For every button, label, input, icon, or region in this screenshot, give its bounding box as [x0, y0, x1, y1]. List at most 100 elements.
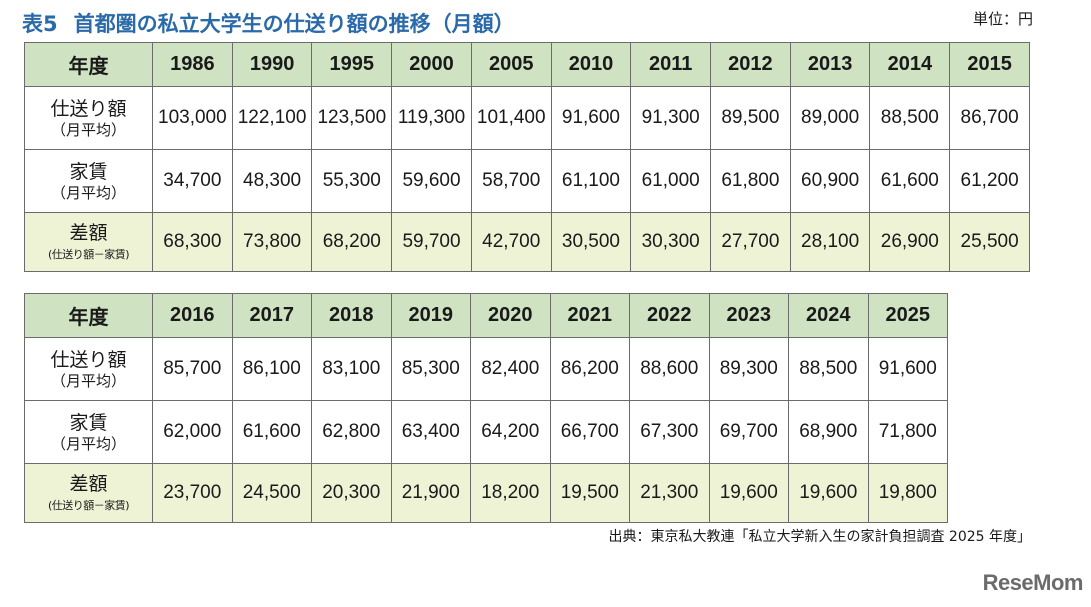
allowance-label: 仕送り額 （月平均）: [24, 86, 153, 150]
year-cell: 2011: [630, 42, 712, 87]
year-cell: 2020: [470, 293, 551, 338]
allowance-cell: 88,600: [629, 337, 710, 401]
allowance-cell: 86,100: [231, 337, 312, 401]
diff-cell: 27,700: [710, 212, 791, 272]
diff-cell: 26,900: [869, 212, 951, 272]
rent-cell: 71,800: [867, 400, 948, 464]
diff-cell: 18,200: [470, 463, 551, 523]
rent-cell: 61,800: [710, 149, 791, 213]
diff-cell: 19,600: [708, 463, 789, 523]
allowance-cell: 119,300: [391, 86, 472, 150]
year-cell: 2025: [867, 293, 948, 338]
rent-label-sub: （月平均）: [50, 434, 126, 453]
year-cell: 2012: [710, 42, 791, 87]
rent-label: 家賃 （月平均）: [24, 400, 153, 464]
year-cell: 2021: [549, 293, 630, 338]
year-header-row: 年度 2016 2017 2018 2019 2020 2021 2022 2023 2024 2…: [24, 293, 948, 338]
rent-cell: 61,100: [550, 149, 632, 213]
rent-cell: 62,000: [152, 400, 233, 464]
diff-cell: 19,600: [788, 463, 869, 523]
allowance-cell: 101,400: [470, 86, 552, 150]
diff-cell: 68,300: [152, 212, 233, 272]
title-text: 首都圏の私立大学生の仕送り額の推移（月額）: [73, 12, 515, 36]
rent-cell: 58,700: [470, 149, 552, 213]
diff-row: 差額 (仕送り額－家賃) 23,700 24,500 20,300 21,900 18,2…: [24, 463, 948, 523]
diff-cell: 20,300: [311, 463, 392, 523]
allowance-cell: 88,500: [788, 337, 869, 401]
allowance-label-sub: （月平均）: [50, 120, 126, 139]
rent-label-main: 家賃: [69, 411, 108, 434]
allowance-table-2: 年度 2016 2017 2018 2019 2020 2021 2022 2023 2024 2…: [24, 293, 948, 523]
rent-cell: 61,600: [231, 400, 312, 464]
diff-cell: 21,900: [390, 463, 471, 523]
diff-cell: 19,800: [867, 463, 948, 523]
table-number: 表5: [22, 12, 58, 36]
rent-cell: 67,300: [629, 400, 710, 464]
diff-cell: 23,700: [152, 463, 233, 523]
rent-cell: 61,200: [949, 149, 1030, 213]
diff-cell: 28,100: [789, 212, 871, 272]
rent-cell: 63,400: [390, 400, 471, 464]
year-label: 年度: [24, 42, 153, 87]
year-cell: 2005: [470, 42, 552, 87]
diff-cell: 19,500: [549, 463, 630, 523]
diff-label-main: 差額: [69, 472, 108, 495]
allowance-label-main: 仕送り額: [50, 97, 127, 120]
rent-label-main: 家賃: [69, 160, 108, 183]
rent-cell: 34,700: [152, 149, 233, 213]
rent-cell: 66,700: [549, 400, 630, 464]
diff-cell: 21,300: [629, 463, 710, 523]
allowance-cell: 83,100: [311, 337, 392, 401]
rent-cell: 69,700: [708, 400, 789, 464]
allowance-cell: 89,000: [789, 86, 871, 150]
allowance-cell: 89,300: [708, 337, 789, 401]
allowance-cell: 88,500: [869, 86, 951, 150]
year-label: 年度: [24, 293, 153, 338]
allowance-table-1: 年度 1986 1990 1995 2000 2005 2010 2011 2012 2013 2…: [24, 42, 1030, 272]
allowance-cell: 91,600: [550, 86, 632, 150]
diff-cell: 59,700: [391, 212, 472, 272]
allowance-cell: 122,100: [231, 86, 313, 150]
rent-cell: 64,200: [470, 400, 551, 464]
allowance-cell: 91,300: [630, 86, 712, 150]
year-header-row: 年度 1986 1990 1995 2000 2005 2010 2011 2012 2013 2…: [24, 42, 1030, 87]
year-cell: 2010: [550, 42, 632, 87]
diff-label-sub: (仕送り額－家賃): [47, 498, 130, 512]
allowance-cell: 86,200: [549, 337, 630, 401]
diff-label: 差額 (仕送り額－家賃): [24, 212, 153, 272]
diff-label-main: 差額: [69, 221, 108, 244]
allowance-cell: 89,500: [710, 86, 791, 150]
rent-cell: 61,600: [869, 149, 951, 213]
rent-label: 家賃 （月平均）: [24, 149, 153, 213]
diff-cell: 73,800: [231, 212, 313, 272]
allowance-cell: 91,600: [867, 337, 948, 401]
allowance-cell: 85,300: [390, 337, 471, 401]
unit-label: 単位：円: [972, 10, 1033, 28]
year-cell: 2019: [390, 293, 471, 338]
diff-cell: 30,500: [550, 212, 632, 272]
allowance-label-sub: （月平均）: [50, 371, 126, 390]
rent-cell: 59,600: [391, 149, 472, 213]
year-cell: 2016: [152, 293, 233, 338]
diff-cell: 68,200: [311, 212, 393, 272]
rent-cell: 68,900: [788, 400, 869, 464]
allowance-cell: 85,700: [152, 337, 233, 401]
allowance-cell: 103,000: [152, 86, 233, 150]
resemom-logo: ReseMom: [982, 570, 1084, 595]
diff-label-sub: (仕送り額－家賃): [47, 247, 130, 261]
allowance-label: 仕送り額 （月平均）: [24, 337, 153, 401]
year-cell: 2017: [231, 293, 312, 338]
rent-row: 家賃 （月平均） 34,700 48,300 55,300 59,600 58,700 61…: [24, 149, 1030, 213]
year-cell: 2018: [311, 293, 392, 338]
rent-cell: 48,300: [231, 149, 313, 213]
year-cell: 2022: [629, 293, 710, 338]
year-cell: 1995: [311, 42, 393, 87]
diff-cell: 30,300: [630, 212, 712, 272]
diff-cell: 25,500: [949, 212, 1030, 272]
year-cell: 1986: [152, 42, 233, 87]
year-cell: 2013: [789, 42, 871, 87]
allowance-cell: 82,400: [470, 337, 551, 401]
rent-row: 家賃 （月平均） 62,000 61,600 62,800 63,400 64,200 66…: [24, 400, 948, 464]
rent-cell: 61,000: [630, 149, 712, 213]
allowance-row: 仕送り額 （月平均） 85,700 86,100 83,100 85,300 82,400…: [24, 337, 948, 401]
